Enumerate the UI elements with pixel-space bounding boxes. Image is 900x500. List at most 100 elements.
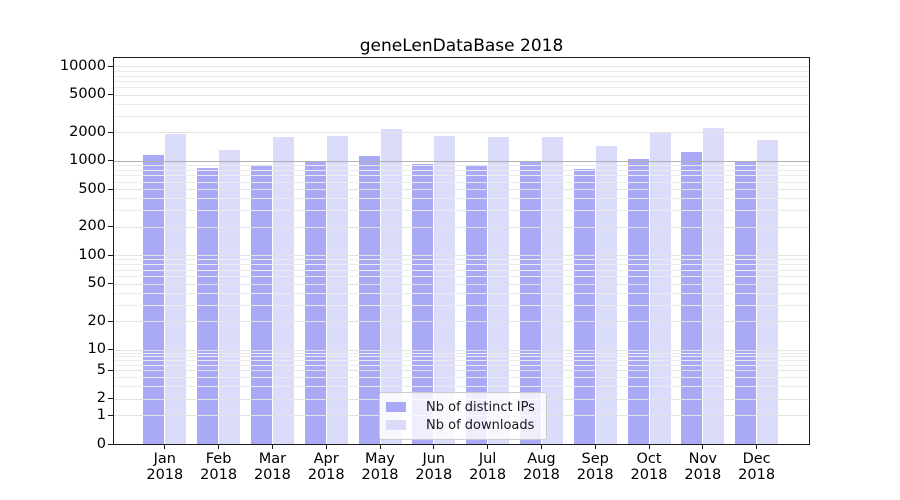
y-axis-tick-label: 0 (96, 435, 106, 452)
x-axis-tick-label: Jul 2018 (453, 451, 523, 483)
y-axis-tick (108, 443, 113, 445)
gridline-minor (114, 87, 809, 89)
gridline-major (114, 189, 809, 191)
month-label: May (365, 451, 395, 467)
bar-downloads-apr (326, 135, 348, 444)
y-axis-tick-label: 10 (87, 341, 106, 357)
gridline-major (114, 349, 809, 351)
gridline-minor (114, 210, 809, 212)
y-axis-tick (108, 320, 113, 322)
gridline-minor (114, 292, 809, 294)
y-axis-tick-label: 1000 (69, 152, 106, 169)
y-axis-tick (108, 65, 113, 67)
gridline-minor (114, 264, 809, 266)
x-axis-tick-label: May 2018 (345, 451, 415, 483)
gridline-major (114, 66, 809, 68)
gridline-major (114, 132, 809, 134)
y-axis-tick (108, 369, 113, 371)
gridline-major (114, 94, 809, 96)
y-axis-tick (108, 226, 113, 228)
chart-title: geneLenDataBase 2018 (359, 36, 564, 56)
x-axis-tick (756, 445, 758, 449)
x-axis-tick-label: Mar 2018 (237, 451, 307, 483)
month-label: Oct (636, 451, 662, 467)
y-axis-tick-label: 2000 (69, 123, 106, 140)
bar-downloads-dec (757, 140, 779, 444)
y-axis-tick-label: 20 (87, 312, 106, 329)
month-label: Jan (153, 451, 176, 467)
x-axis-tick (487, 445, 489, 449)
y-axis-tick (108, 160, 113, 162)
bar-distinct-ips-jun (412, 163, 434, 444)
plot-area: Nb of distinct IPs Nb of downloads (113, 57, 810, 445)
y-axis-tick-label: 2 (96, 390, 106, 407)
y-axis-tick (108, 254, 113, 256)
gridline-minor (114, 304, 809, 306)
y-axis-tick (108, 414, 113, 416)
month-label: Sep (581, 451, 609, 467)
x-axis-tick (218, 445, 220, 449)
gridline-minor (114, 169, 809, 171)
year-label: 2018 (415, 467, 453, 483)
bar-downloads-jan (165, 134, 187, 444)
bar-distinct-ips-nov (681, 151, 703, 444)
x-axis-tick (594, 445, 596, 449)
x-axis-tick (164, 445, 166, 449)
bar-downloads-jun (434, 135, 456, 444)
gridline-major (114, 226, 809, 228)
x-axis-tick-label: Jun 2018 (399, 451, 469, 483)
y-axis-tick-label: 5 (96, 361, 106, 378)
month-label: Jul (478, 451, 497, 467)
gridline-minor (114, 198, 809, 200)
x-axis-tick (648, 445, 650, 449)
bar-downloads-aug (541, 136, 563, 444)
gridline-minor (114, 70, 809, 72)
year-label: 2018 (253, 467, 291, 483)
legend-row: Nb of downloads (386, 416, 540, 434)
bar-downloads-oct (649, 133, 671, 444)
year-label: 2018 (522, 467, 560, 483)
x-axis-tick (540, 445, 542, 449)
legend-row: Nb of distinct IPs (386, 398, 540, 416)
month-label: Mar (258, 451, 287, 467)
year-label: 2018 (307, 467, 345, 483)
year-label: 2018 (146, 467, 184, 483)
legend-label: Nb of distinct IPs (426, 399, 535, 415)
gridline-minor (114, 269, 809, 271)
gridline-minor (114, 165, 809, 166)
legend-swatch-downloads (386, 420, 406, 430)
month-label: Dec (742, 451, 771, 467)
bar-distinct-ips-oct (627, 159, 649, 444)
y-axis-tick-label: 1 (96, 406, 106, 423)
gridline-minor (114, 276, 809, 278)
gridline-major (114, 255, 809, 257)
gridline-minor (114, 181, 809, 183)
legend: Nb of distinct IPs Nb of downloads (379, 392, 547, 440)
bar-distinct-ips-apr (304, 161, 326, 444)
y-axis-tick-label: 100 (78, 246, 106, 263)
y-axis-tick (108, 131, 113, 133)
month-label: Aug (527, 451, 556, 467)
gridline-minor (114, 175, 809, 177)
x-axis-tick (379, 445, 381, 449)
y-axis-tick-label: 50 (87, 275, 106, 291)
gridline-minor (114, 360, 809, 362)
year-label: 2018 (200, 467, 238, 483)
legend-label: Nb of downloads (426, 417, 535, 433)
x-axis-tick-label: Aug 2018 (506, 451, 576, 483)
bar-distinct-ips-mar (250, 164, 272, 444)
bar-distinct-ips-dec (735, 162, 757, 444)
x-axis-tick-label: Oct 2018 (614, 451, 684, 483)
month-label: Apr (313, 451, 339, 467)
year-label: 2018 (738, 467, 776, 483)
gridline-major (114, 321, 809, 323)
gridline-minor (114, 115, 809, 117)
y-axis-tick (108, 283, 113, 284)
y-axis-tick-label: 10000 (59, 57, 106, 74)
y-axis-tick (108, 398, 113, 400)
bar-downloads-mar (272, 137, 294, 444)
year-label: 2018 (361, 467, 399, 483)
bar-distinct-ips-may (358, 155, 380, 444)
gridline-minor (114, 75, 809, 77)
